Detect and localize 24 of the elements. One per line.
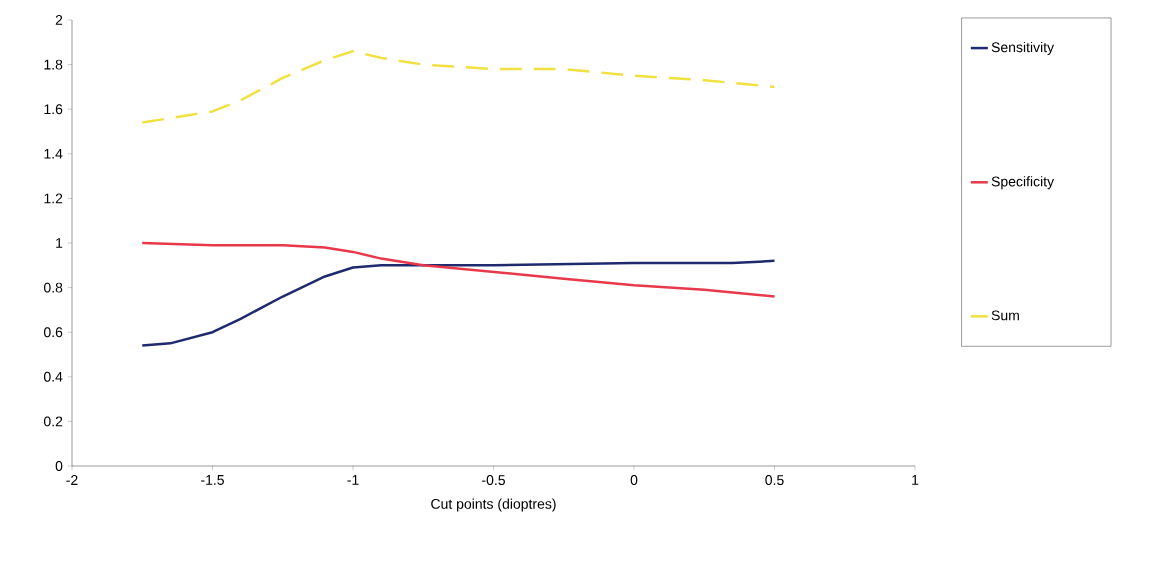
y-tick-label: 1 [56,238,63,248]
y-tick-label: 1.4 [44,148,63,159]
y-tick-label: 0.8 [43,282,63,293]
x-tick-label: 0 [630,475,638,486]
x-tick-label: -2 [66,475,78,485]
y-tick-label: 0 [55,461,63,471]
line-series [141,259,776,347]
x-axis-title: Cut points (dioptres) [431,498,556,512]
x-tick-label: 0.5 [765,475,784,486]
x-tick-label: -1.5 [201,475,224,485]
y-tick-label: 1.2 [44,193,63,204]
legend-label: Sum [991,310,1019,321]
y-tick-label: 0.4 [43,371,63,382]
legend-label: Sensitivity [991,41,1055,55]
y-tick-label: 1.6 [44,104,63,115]
y-tick-label: 0.2 [43,416,63,427]
y-tick-label: 2 [55,15,63,25]
x-tick-label: 1 [912,475,919,485]
x-tick-label: -1 [347,475,359,485]
y-tick-label: 1.8 [44,59,63,70]
line-series [141,49,776,124]
legend-label: Specificity [991,176,1055,190]
x-tick-label: -0.5 [482,475,505,486]
y-tick-label: 0.6 [43,327,63,338]
